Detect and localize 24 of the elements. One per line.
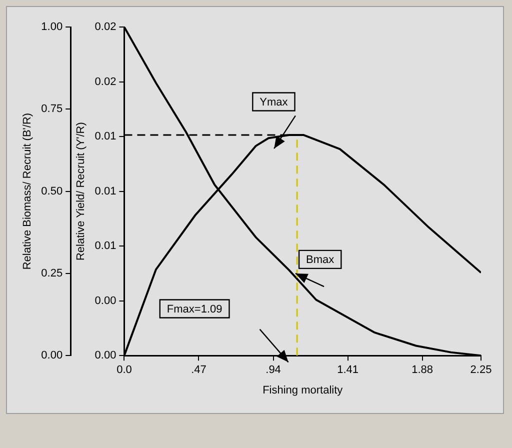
y-axis-title: Relative Biomass/ Recruit (B'/R) (22, 112, 34, 270)
x-tick-label: .94 (266, 364, 281, 376)
x-tick-label: 1.88 (412, 364, 434, 376)
y-tick-label: 0.00 (41, 350, 63, 362)
y2-tick-label: 0.02 (94, 76, 116, 88)
y-tick-label: 0.75 (41, 103, 63, 116)
x-tick-label: .47 (191, 364, 206, 376)
y2-tick-label: 0.01 (94, 130, 116, 143)
y2-tick-label: 0.01 (94, 240, 116, 252)
y2-tick-label: 0.01 (94, 185, 116, 198)
annotation: Fmax=1.09 (166, 303, 222, 316)
y2-tick-label: 0.02 (94, 21, 116, 34)
y2-tick-label: 0.00 (94, 350, 116, 362)
x-tick-label: 0.0 (116, 364, 132, 376)
x-tick-label: 1.41 (337, 364, 359, 376)
annotation: Ymax (260, 96, 288, 108)
x-tick-label: 2.25 (470, 364, 492, 376)
y-tick-label: 0.25 (41, 267, 63, 280)
annotation: Bmax (306, 254, 335, 266)
y2-tick-label: 0.00 (94, 294, 116, 307)
y2-axis-title: Relative Yield/ Recruit (Y'/R) (75, 122, 88, 261)
y-tick-label: 1.00 (41, 21, 63, 34)
x-axis-title: Fishing mortality (262, 384, 344, 396)
y-tick-label: 0.50 (41, 185, 63, 198)
